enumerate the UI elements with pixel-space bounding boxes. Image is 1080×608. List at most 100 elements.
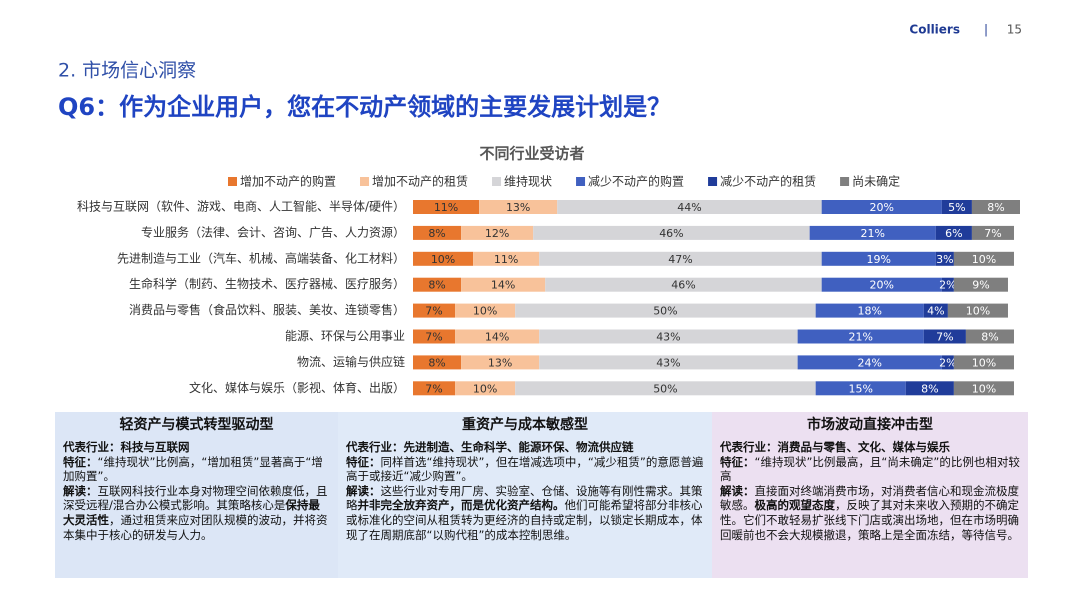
text-run: 代表行业：消费品与零售、文化、媒体与娱乐 <box>720 440 950 454</box>
bar-segment <box>533 225 810 240</box>
value-label: 10% <box>473 382 497 395</box>
legend-label: 减少不动产的购置 <box>588 174 684 189</box>
bar-segment <box>935 251 954 266</box>
value-label: 5% <box>948 201 965 214</box>
bar-segment <box>821 200 942 214</box>
bar-segment <box>479 200 558 214</box>
bar-segment <box>461 277 546 292</box>
bar-segment <box>455 329 540 344</box>
box-paragraph: 代表行业：先进制造、生命科学、能源环保、物流供应链 <box>346 440 704 455</box>
bar-segment <box>515 381 816 396</box>
box-title: 重资产与成本敏感型 <box>462 417 588 433</box>
slide-title: Q6：作为企业用户，您在不动产领域的主要发展计划是？ <box>58 93 671 121</box>
value-label: 8% <box>987 201 1004 214</box>
box-paragraph: 解读：互联网科技行业本身对物理空间依赖度低，且深受远程/混合办公模式影响。其策略… <box>63 484 330 542</box>
bar-segment <box>815 303 924 318</box>
legend-swatch <box>492 177 502 186</box>
bar-segment <box>539 329 798 344</box>
insight-box: 重资产与成本敏感型代表行业：先进制造、生命科学、能源环保、物流供应链 特征：同样首… <box>338 412 712 578</box>
value-label: 24% <box>858 356 882 369</box>
value-label: 2% <box>939 279 956 292</box>
legend-label: 增加不动产的租赁 <box>372 174 468 189</box>
bar-segment <box>815 381 906 396</box>
bar-segment <box>953 355 1014 370</box>
value-label: 10% <box>431 253 455 266</box>
value-label: 20% <box>870 279 894 292</box>
value-label: 7% <box>984 227 1001 240</box>
value-label: 14% <box>485 331 509 344</box>
value-label: 21% <box>861 227 885 240</box>
bar-segment <box>413 381 456 396</box>
bar-segment <box>971 200 1020 214</box>
value-label: 11% <box>494 253 518 266</box>
text-run: 代表行业：科技与互联网 <box>63 440 190 454</box>
box-title: 市场波动直接冲击型 <box>807 417 933 433</box>
text-run: “维持现状”比例最高，且“尚未确定”的比例也相对较高 <box>720 454 1020 484</box>
value-label: 21% <box>849 331 873 344</box>
value-label: 7% <box>936 331 953 344</box>
value-label: 4% <box>927 305 944 318</box>
text-run: 他们可能希望将部分非核心或标准化的空间从租赁转为更经济的自持或定制，以锁定长期成… <box>346 498 703 542</box>
text-run: 解读： <box>63 483 98 498</box>
bar-segment <box>953 381 1014 396</box>
value-label: 43% <box>656 331 680 344</box>
bar-segment <box>455 303 516 318</box>
category-label: 先进制造与工业（汽车、机械、高端装备、化工材料） <box>117 250 405 265</box>
value-label: 9% <box>972 279 989 292</box>
box-paragraph: 特征：“维持现状”比例高，“增加租赁”显著高于“增加购置”。 <box>63 455 330 484</box>
box-paragraph: 解读：直接面对终端消费市场，对消费者信心和现金流极度敏感。极高的观望态度，反映了… <box>720 484 1020 542</box>
value-label: 50% <box>653 382 677 395</box>
section: 2. 市场信心洞察 <box>58 60 196 82</box>
bar-segment <box>941 277 954 292</box>
insight-box: 轻资产与模式转型驱动型 代表行业：科技与互联网 特征：“维持现状”比例高，“增加租赁… <box>55 412 338 578</box>
bar-segment <box>413 200 480 214</box>
value-label: 7% <box>425 305 442 318</box>
legend-label: 增加不动产的购置 <box>240 174 336 189</box>
value-label: 2% <box>939 356 956 369</box>
text-run: 互联网科技行业本身对物理空间依赖度低，且深受远程/混合办公模式影响。其策略核心是 <box>63 483 328 513</box>
text-run: 保持最大灵活性 <box>63 498 320 527</box>
bar-segment <box>905 381 954 396</box>
text-run: 特征： <box>720 454 755 469</box>
text-run: 代表行业：先进制造、生命科学、能源环保、物流供应链 <box>346 440 634 454</box>
legend-swatch <box>228 177 237 186</box>
value-label: 46% <box>659 227 683 240</box>
text-run: 极高的观望态度 <box>754 498 836 513</box>
bar-segment <box>413 251 474 266</box>
bar-segment <box>461 355 540 370</box>
value-label: 13% <box>488 356 512 369</box>
bar-segment <box>821 251 936 266</box>
value-label: 14% <box>491 279 515 292</box>
text-run: 直接面对终端消费市场，对消费者信心和现金流极度敏感。 <box>720 483 1019 513</box>
legend-swatch <box>576 177 586 186</box>
text-run: “维持现状”比例高，“增加租赁”显著高于“增加购置”。 <box>63 454 323 484</box>
bar-segment <box>539 251 822 266</box>
bar-segment <box>953 277 1008 292</box>
bar-segment <box>413 355 462 370</box>
bar-segment <box>539 355 798 370</box>
box-paragraph: 特征：同样首选“维持现状”，但在增减选项中，“减少租赁”的意愿普遍高于或接近“减… <box>346 455 704 484</box>
bar-segment <box>809 225 936 240</box>
category-label: 文化、媒体与娱乐（影视、体育、出版） <box>189 380 405 395</box>
box-paragraph: 代表行业：科技与互联网 <box>63 440 330 455</box>
value-label: 10% <box>473 305 497 318</box>
value-label: 46% <box>671 279 695 292</box>
category-label: 科技与互联网（软件、游戏、电商、人工智能、半导体/硬件） <box>77 199 405 214</box>
value-label: 12% <box>485 227 509 240</box>
insight-box: 市场波动直接冲击型代表行业：消费品与零售、文化、媒体与娱乐 特征：“维持现状”比例… <box>712 412 1028 578</box>
value-label: 43% <box>656 356 680 369</box>
text-run: 特征： <box>63 454 98 469</box>
value-label: 50% <box>653 305 677 318</box>
bar-segment <box>935 225 972 240</box>
box-paragraph: 解读：这些行业对专用厂房、实验室、仓储、设施等有刚性需求。其策略并非完全放弃资产… <box>346 484 704 542</box>
text-run: 这些行业对专用厂房、实验室、仓储、设施等有刚性需求。其策略 <box>346 483 703 513</box>
value-label: 7% <box>425 382 442 395</box>
value-label: 13% <box>506 201 530 214</box>
bar-segment <box>821 277 942 292</box>
bar-segment <box>971 225 1014 240</box>
value-label: 18% <box>858 305 882 318</box>
bar-segment <box>797 329 924 344</box>
bar-segment <box>953 251 1014 266</box>
bar-segment <box>413 225 462 240</box>
